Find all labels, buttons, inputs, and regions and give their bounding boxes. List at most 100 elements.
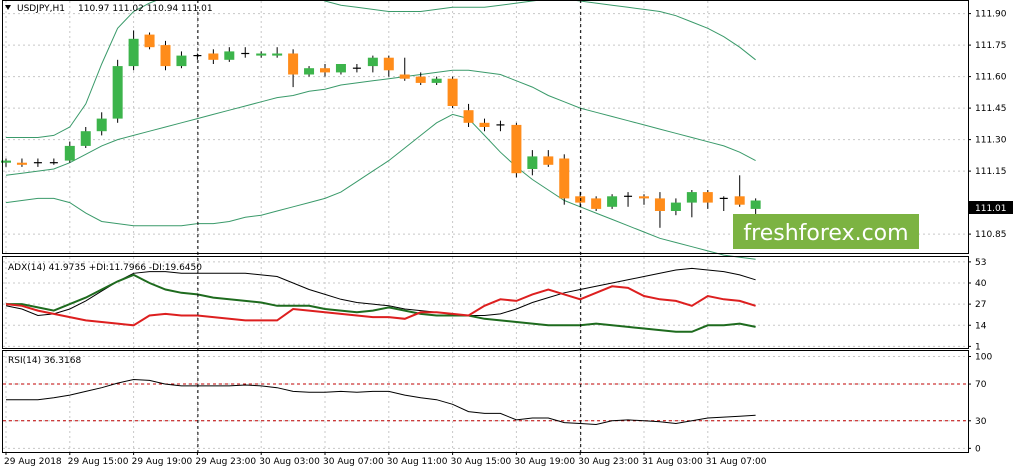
y-tick-label: 111.15 <box>975 167 1007 177</box>
price-pane-title: USDJPY,H1 110.97 111.02 110.94 111.01 <box>5 4 213 14</box>
candle-body-bear <box>144 34 155 48</box>
candle-body-bear <box>559 158 570 199</box>
candlesticks[interactable] <box>1 30 761 228</box>
candle-body-bear <box>288 53 299 75</box>
candle[interactable] <box>734 175 745 207</box>
candle[interactable] <box>559 154 570 205</box>
band-upper <box>6 0 756 138</box>
candle[interactable] <box>624 192 633 207</box>
candle[interactable] <box>496 120 505 132</box>
candle[interactable] <box>288 49 299 88</box>
candle[interactable] <box>64 141 75 163</box>
candle[interactable] <box>607 194 618 209</box>
candle-body-bull <box>607 196 618 207</box>
x-tick-label: 31 Aug 03:00 <box>642 457 703 467</box>
candle[interactable] <box>16 158 27 167</box>
candle[interactable] <box>112 59 123 123</box>
candle-body-bear <box>208 53 219 60</box>
candle-body-bull <box>112 66 123 119</box>
y-tick-label: 111.60 <box>975 73 1007 83</box>
candle-body-bull <box>256 53 267 56</box>
y-tick-label: 1 <box>975 342 981 352</box>
candle[interactable] <box>256 51 267 58</box>
x-tick-label: 30 Aug 23:00 <box>578 457 639 467</box>
symbol-timeframe: USDJPY,H1 <box>17 4 65 14</box>
candle-body-bull <box>1 160 11 163</box>
candle[interactable] <box>335 64 346 75</box>
candle[interactable] <box>447 76 458 109</box>
current-price-tag: 111.01 <box>969 201 1013 214</box>
candle-body-bear <box>591 198 602 209</box>
candle-body-bull <box>335 64 346 73</box>
candle[interactable] <box>543 150 554 167</box>
candle[interactable] <box>591 196 602 211</box>
y-tick-label: 111.75 <box>975 41 1007 51</box>
candle-body-bull <box>96 118 107 132</box>
candle-body-bull <box>80 131 91 146</box>
candle-body-bull <box>686 192 697 203</box>
candle[interactable] <box>144 32 155 50</box>
x-tick-label: 30 Aug 19:00 <box>514 457 575 467</box>
candle[interactable] <box>272 47 283 58</box>
candle[interactable] <box>304 66 315 77</box>
candle-body-bear <box>399 74 410 79</box>
candle[interactable] <box>33 158 42 167</box>
candle[interactable] <box>383 55 394 77</box>
candle[interactable] <box>352 64 361 73</box>
candle[interactable] <box>96 112 107 136</box>
candle[interactable] <box>160 40 171 71</box>
candle[interactable] <box>241 47 250 58</box>
candle[interactable] <box>670 198 681 216</box>
x-tick-label: 30 Aug 07:00 <box>323 457 384 467</box>
band-lower <box>5 113 756 260</box>
ohlc-readout: 110.97 111.02 110.94 111.01 <box>78 4 213 14</box>
candle-body-bear <box>543 156 554 165</box>
candle[interactable] <box>639 194 649 205</box>
candle[interactable] <box>49 158 58 165</box>
y-tick-label: 100 <box>975 353 992 363</box>
triangle-down-icon[interactable] <box>5 5 11 10</box>
candle[interactable] <box>511 122 522 178</box>
candle[interactable] <box>431 76 442 85</box>
candle[interactable] <box>320 64 330 77</box>
candle[interactable] <box>80 127 91 148</box>
y-tick-label: 111.90 <box>975 10 1007 20</box>
candle[interactable] <box>367 55 378 73</box>
candle[interactable] <box>463 103 474 127</box>
y-tick-label: 111.30 <box>975 136 1007 146</box>
candle[interactable] <box>176 51 187 69</box>
watermark-badge: freshforex.com <box>733 214 919 249</box>
candle-body-bull <box>527 156 538 169</box>
watermark-text: freshforex.com <box>743 221 908 246</box>
candle[interactable] <box>1 158 11 167</box>
candle-body-bull <box>176 55 187 67</box>
plus-di-line <box>6 273 756 333</box>
candle-body-bull <box>750 200 761 209</box>
candle-body-bull <box>224 51 235 60</box>
candle[interactable] <box>654 192 665 228</box>
candle[interactable] <box>686 190 697 218</box>
adx-pane-frame <box>2 256 969 349</box>
band-middle <box>5 69 756 176</box>
candle[interactable] <box>208 49 219 64</box>
candle[interactable] <box>399 57 410 81</box>
candle[interactable] <box>750 198 761 216</box>
candle[interactable] <box>719 196 728 211</box>
x-tick-label: 31 Aug 07:00 <box>706 457 767 467</box>
candle-body-bull <box>367 57 378 67</box>
candle[interactable] <box>527 150 538 176</box>
y-tick-label: 40 <box>975 279 987 289</box>
rsi-pane-frame <box>2 350 969 453</box>
candle-body-bull <box>304 68 315 75</box>
candle[interactable] <box>224 47 235 62</box>
candle[interactable] <box>128 30 139 71</box>
candle-body-bull <box>64 145 75 161</box>
price-pane-frame <box>2 0 969 254</box>
candle[interactable] <box>702 190 713 209</box>
candle[interactable] <box>479 118 490 132</box>
y-tick-label: 111.45 <box>975 104 1007 114</box>
candle[interactable] <box>415 72 426 85</box>
watermark-bg <box>733 214 919 249</box>
adx-title: ADX(14) 41.9735 +DI:11.7966 -DI:19.6450 <box>8 263 202 273</box>
y-tick-label: 27 <box>975 300 986 310</box>
